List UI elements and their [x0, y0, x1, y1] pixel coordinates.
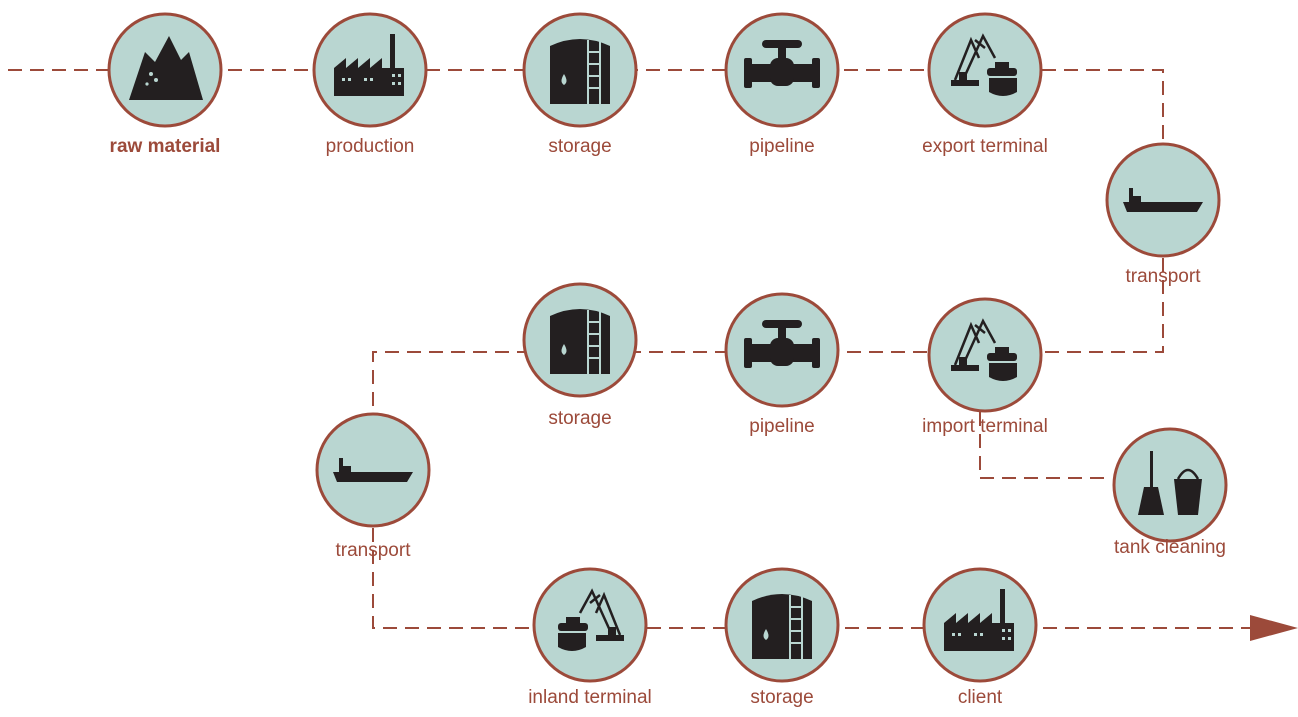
node: production	[312, 12, 428, 157]
node-icon	[751, 593, 813, 660]
node: pipeline	[724, 292, 840, 437]
arrow-head	[1250, 615, 1298, 641]
node-label: storage	[548, 136, 611, 157]
node-label: export terminal	[922, 136, 1048, 157]
node-label: storage	[750, 687, 813, 708]
node-label: pipeline	[749, 136, 815, 157]
node: export terminal	[922, 12, 1048, 157]
node-label: import terminal	[922, 416, 1048, 437]
node-label: production	[326, 136, 415, 157]
node-circle	[532, 567, 648, 683]
node: raw material	[107, 12, 223, 157]
node-label: tank cleaning	[1114, 537, 1226, 558]
node: transport	[315, 412, 431, 561]
node-circle	[315, 412, 431, 528]
node: storage	[724, 567, 840, 708]
node-circle	[1105, 142, 1221, 258]
node: storage	[522, 12, 638, 157]
node: import terminal	[922, 297, 1048, 437]
node: transport	[1105, 142, 1221, 287]
node-icon	[549, 308, 611, 375]
node-label: client	[958, 687, 1003, 708]
node-circle	[1112, 427, 1228, 543]
node: inland terminal	[528, 567, 652, 708]
node-label: transport	[1126, 266, 1202, 287]
node-label: inland terminal	[528, 687, 652, 708]
node-label: transport	[336, 540, 412, 561]
node-label: storage	[548, 408, 611, 429]
node: tank cleaning	[1112, 427, 1228, 558]
node-circle	[927, 297, 1043, 413]
node-label: pipeline	[749, 416, 815, 437]
nodes: raw material production storage pipeline exp…	[107, 12, 1228, 708]
node: pipeline	[724, 12, 840, 157]
node: client	[922, 567, 1038, 708]
node: storage	[522, 282, 638, 429]
node-icon	[549, 38, 611, 105]
node-circle	[927, 12, 1043, 128]
node-label: raw material	[110, 136, 221, 157]
